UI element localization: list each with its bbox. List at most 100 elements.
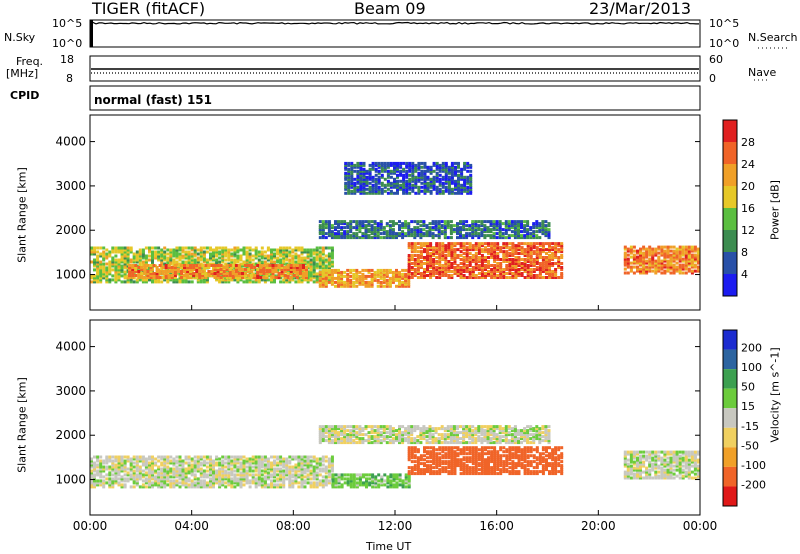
echo-cell — [213, 266, 217, 269]
echo-cell — [245, 276, 249, 280]
echo-cell — [337, 280, 340, 284]
echo-cell — [184, 467, 188, 471]
echo-cell — [465, 260, 469, 263]
echo-cell — [346, 272, 350, 276]
echo-cell — [236, 248, 240, 252]
echo-cell — [209, 483, 212, 487]
echo-cell — [416, 262, 420, 265]
echo-cell — [239, 463, 243, 467]
echo-cell — [144, 278, 148, 282]
echo-cell — [160, 463, 164, 467]
echo-cell — [205, 260, 209, 264]
echo-cell — [450, 246, 454, 250]
echo-cell — [350, 169, 354, 173]
echo-cell — [551, 248, 555, 252]
echo-cell — [447, 179, 451, 183]
echo-cell — [132, 461, 136, 465]
echo-cell — [551, 246, 555, 250]
echo-cell — [306, 276, 310, 280]
echo-cell — [175, 280, 179, 284]
echo-cell — [163, 254, 167, 258]
echo-cell — [321, 282, 325, 286]
echo-cell — [221, 461, 225, 465]
echo-cell — [227, 471, 231, 475]
echo-cell — [300, 459, 304, 463]
echo-cell — [132, 457, 136, 461]
echo-cell — [407, 222, 411, 226]
echo-cell — [429, 244, 433, 248]
echo-cell — [508, 254, 512, 257]
echo-cell — [239, 262, 243, 266]
echo-cell — [321, 479, 325, 483]
echo-cell — [90, 246, 93, 250]
echo-cell — [96, 250, 100, 254]
echo-cell — [151, 477, 154, 481]
echo-cell — [663, 251, 667, 255]
echo-cell — [507, 220, 511, 224]
echo-cell — [441, 254, 445, 257]
echo-cell — [141, 475, 145, 479]
echo-cell — [438, 268, 442, 271]
echo-cell — [266, 258, 270, 262]
echo-cell — [352, 284, 356, 288]
echo-cell — [257, 459, 261, 463]
echo-cell — [368, 483, 372, 487]
echo-cell — [370, 268, 374, 272]
echo-cell — [444, 266, 448, 269]
echo-cell — [324, 232, 328, 236]
echo-cell — [257, 477, 261, 481]
echo-cell — [186, 270, 190, 273]
echo-cell — [190, 459, 194, 463]
echo-cell — [513, 226, 517, 230]
echo-cell — [413, 460, 417, 464]
echo-cell — [260, 477, 264, 481]
echo-cell — [422, 232, 426, 236]
echo-cell — [496, 274, 500, 277]
echo-cell — [477, 248, 481, 252]
echo-cell — [402, 179, 406, 183]
echo-cell — [654, 267, 658, 271]
echo-cell — [212, 461, 215, 465]
echo-cell — [393, 179, 396, 183]
echo-cell — [410, 228, 414, 232]
echo-cell — [102, 461, 106, 465]
echo-cell — [273, 260, 276, 264]
echo-cell — [166, 260, 170, 264]
echo-cell — [245, 481, 249, 485]
echo-cell — [548, 258, 551, 261]
echo-cell — [169, 256, 173, 260]
echo-cell — [318, 284, 322, 288]
echo-cell — [160, 475, 164, 479]
echo-cell — [557, 276, 561, 279]
echo-cell — [410, 272, 414, 275]
echo-cell — [505, 244, 509, 248]
echo-cell — [270, 473, 273, 477]
echo-cell — [175, 471, 179, 475]
echo-cell — [505, 272, 509, 275]
echo-cell — [450, 191, 454, 195]
echo-cell — [126, 256, 130, 260]
echo-cell — [388, 268, 392, 272]
echo-cell — [143, 264, 147, 267]
echo-cell — [233, 455, 237, 459]
echo-cell — [271, 268, 275, 271]
echo-cell — [234, 266, 238, 269]
echo-cell — [434, 224, 438, 228]
echo-cell — [157, 455, 161, 459]
echo-cell — [355, 280, 359, 284]
echo-cell — [414, 175, 418, 179]
echo-cell — [148, 471, 151, 475]
echo-cell — [407, 268, 411, 271]
echo-cell — [523, 220, 527, 224]
echo-cell — [241, 274, 244, 277]
echo-cell — [420, 165, 424, 169]
echo-cell — [441, 270, 445, 273]
echo-cell — [490, 274, 494, 277]
echo-cell — [538, 242, 542, 246]
echo-cell — [202, 268, 206, 272]
echo-cell — [404, 284, 408, 288]
echo-cell — [207, 272, 211, 275]
echo-cell — [282, 479, 286, 483]
echo-cell — [657, 245, 661, 249]
echo-cell — [450, 177, 454, 181]
